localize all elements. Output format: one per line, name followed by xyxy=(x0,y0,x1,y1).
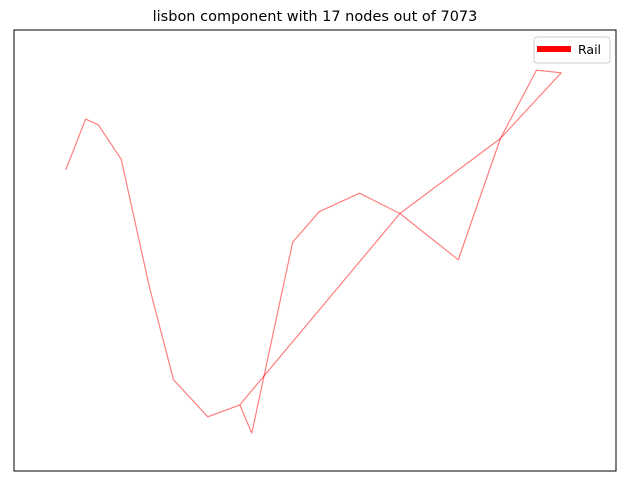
legend-box xyxy=(533,36,611,64)
rail-edge-3 xyxy=(499,69,562,139)
chart-title: lisbon component with 17 nodes out of 70… xyxy=(153,9,478,25)
legend-label-rail: Rail xyxy=(578,42,601,57)
plot-area xyxy=(13,29,617,472)
plot-frame xyxy=(13,29,617,472)
rail-edge-2 xyxy=(239,72,562,406)
legend: Rail xyxy=(533,36,611,64)
rail-network xyxy=(65,69,562,434)
